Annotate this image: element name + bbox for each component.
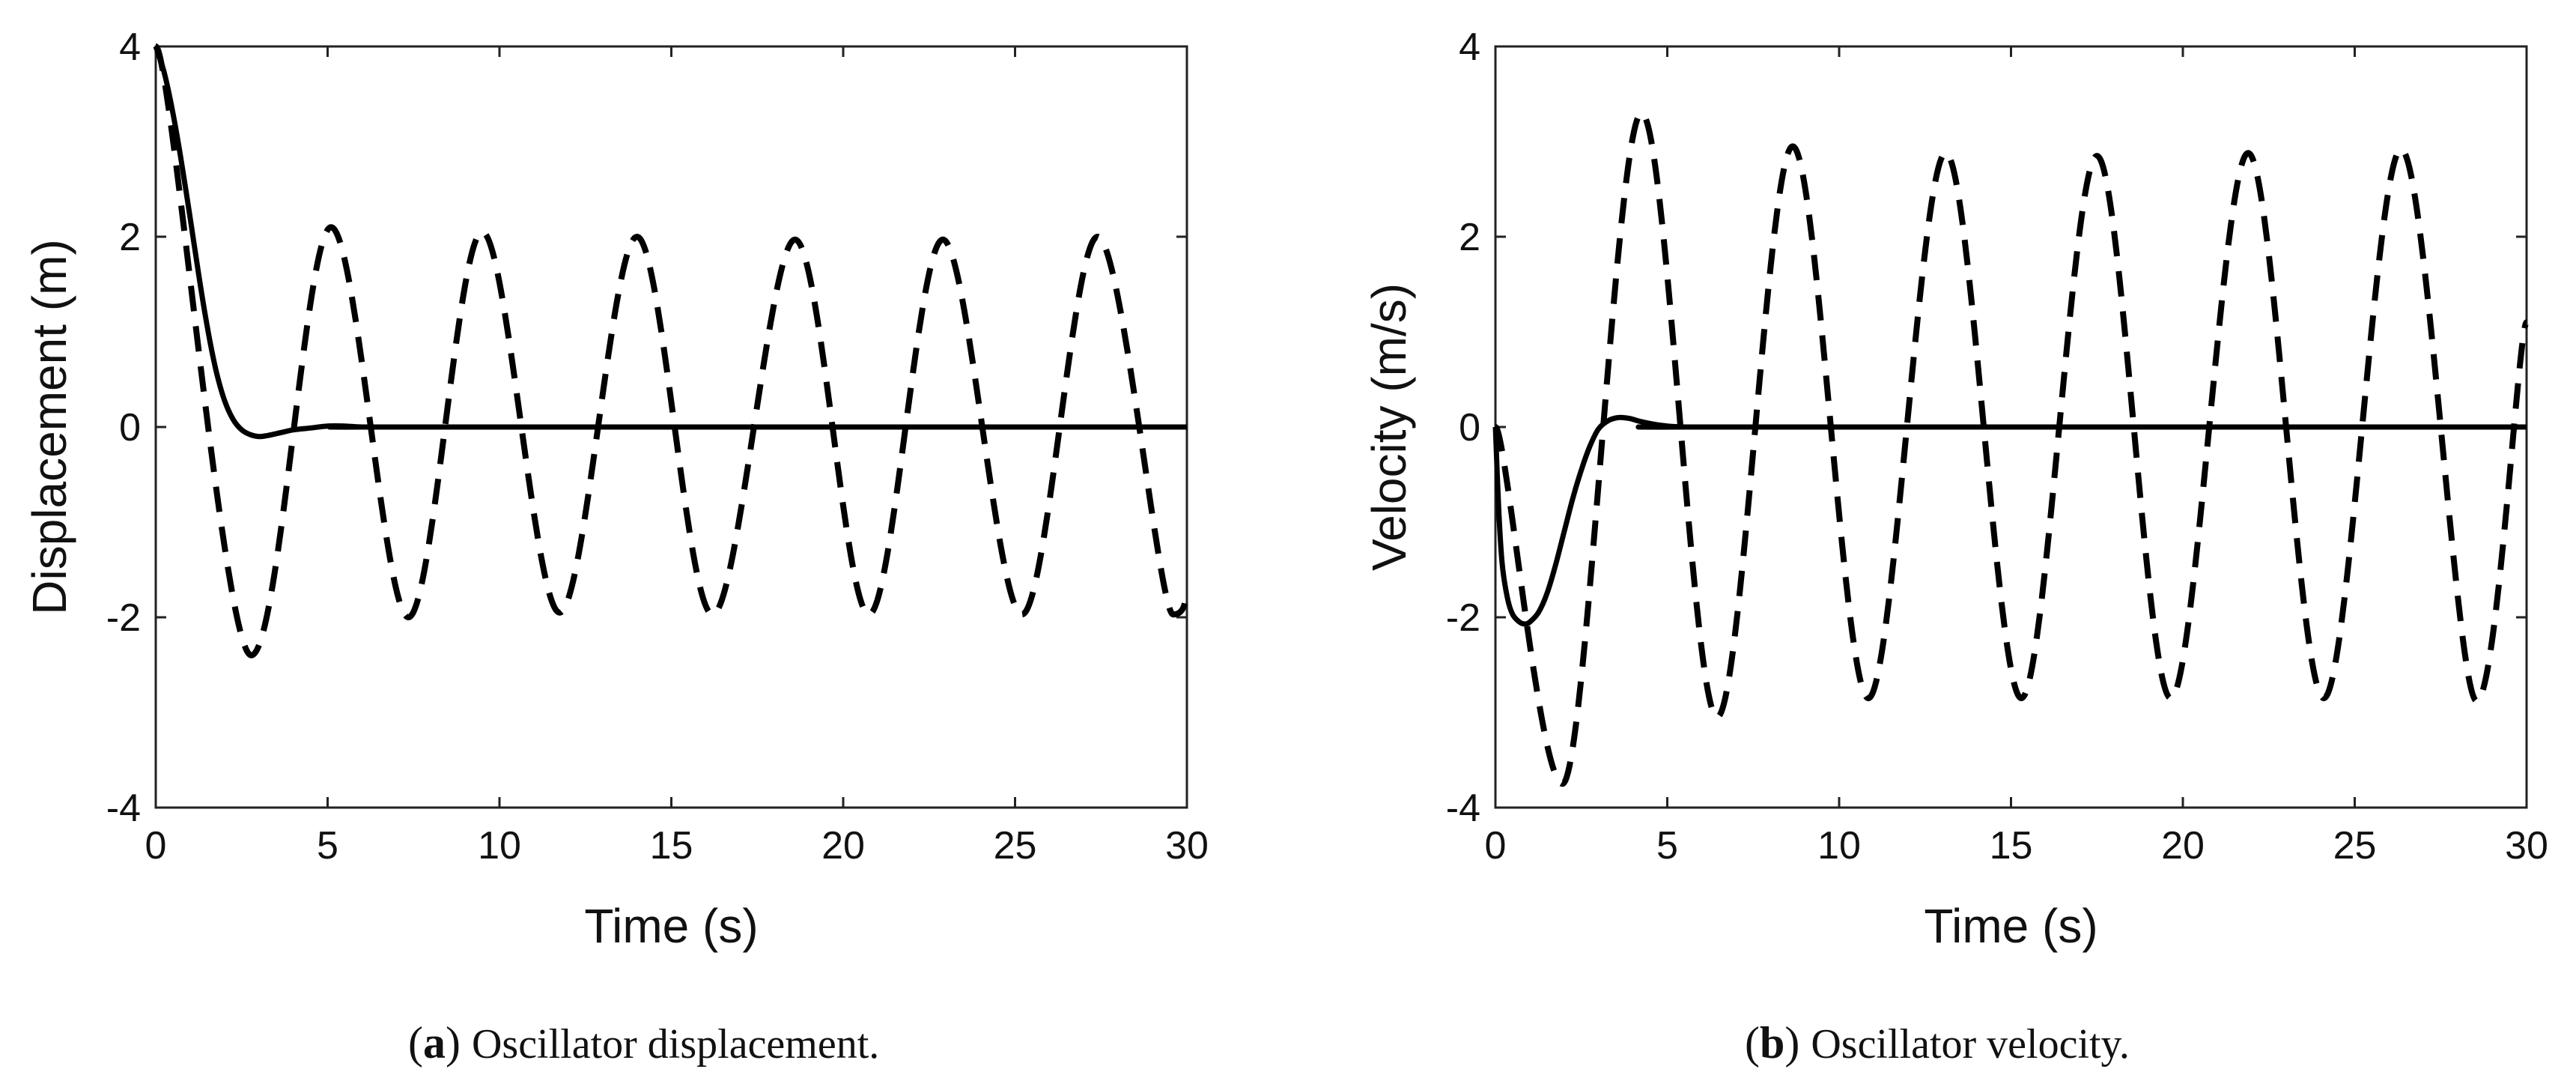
panel-b-series	[1492, 109, 2530, 787]
panel-a-x-tick-label: 5	[317, 824, 338, 868]
panel-a-dashed-line	[153, 43, 1190, 658]
panel-a-caption-letter: a	[423, 1018, 446, 1068]
panel-a-x-axis-label: Time (s)	[584, 899, 758, 953]
panel-a-caption-text: Oscillator displacement.	[472, 1021, 879, 1068]
panel-a-x-tick-label: 20	[821, 824, 865, 868]
panel-b-y-axis-label: Velocity (m/s)	[1362, 283, 1416, 571]
panel-b-x-tick-label: 15	[1990, 824, 2033, 868]
panel-b-y-tick-label: 4	[1459, 25, 1480, 69]
panel-a-series	[153, 43, 1190, 658]
panel-b-caption-letter: b	[1760, 1018, 1784, 1068]
panel-a-displacement-chart: 0 5 10 15 20 25 30 -4 -2 0 2 4 Time (s) Displacemen…	[22, 25, 1209, 1068]
panel-b-y-tick-label: -4	[1446, 787, 1480, 830]
panel-a-y-tick-label: -4	[106, 787, 141, 830]
panel-b-y-tick-label: 0	[1459, 406, 1480, 449]
panel-b-x-tick-label: 30	[2505, 824, 2548, 868]
panel-b-ticks: 0 5 10 15 20 25 30 -4 -2 0 2 4	[1446, 25, 2548, 868]
panel-a-y-tick-label: -2	[106, 596, 141, 640]
panel-a-x-tick-label: 25	[994, 824, 1037, 868]
panel-b-caption: (b) Oscillator velocity.	[1745, 1018, 2130, 1068]
panel-a-y-tick-label: 2	[119, 216, 141, 259]
panel-b-caption-paren-open: (	[1745, 1018, 1760, 1068]
panel-a-caption-paren-open: (	[408, 1018, 423, 1068]
panel-b-caption-text: Oscillator velocity.	[1811, 1021, 2130, 1068]
panel-b-y-tick-label: -2	[1446, 596, 1480, 640]
panel-b-x-tick-label: 5	[1656, 824, 1678, 868]
panel-b-x-tick-label: 10	[1817, 824, 1861, 868]
panel-b-x-tick-label: 20	[2161, 824, 2205, 868]
panel-a-x-tick-label: 15	[650, 824, 693, 868]
panel-a-ticks: 0 5 10 15 20 25 30 -4 -2 0 2 4	[106, 25, 1209, 868]
panel-b-solid-line	[1492, 414, 2527, 627]
panel-b-velocity-chart: 0 5 10 15 20 25 30 -4 -2 0 2 4 Time (s) Velocity (m…	[1362, 25, 2548, 1068]
panel-b-caption-paren-close: )	[1784, 1018, 1811, 1068]
panel-a-y-axis-label: Displacement (m)	[22, 239, 76, 614]
panel-a-caption-paren-close: )	[446, 1018, 472, 1068]
panel-a-caption: (a) Oscillator displacement.	[408, 1018, 879, 1068]
panel-b-dashed-line	[1492, 109, 2530, 787]
panel-a-y-tick-label: 4	[119, 25, 141, 69]
panel-b-y-tick-label: 2	[1459, 216, 1480, 259]
panel-b-x-tick-label: 25	[2333, 824, 2377, 868]
panel-a-x-tick-label: 10	[478, 824, 521, 868]
panel-b-x-tick-label: 0	[1485, 824, 1507, 868]
panel-a-x-tick-label: 0	[145, 824, 167, 868]
panel-a-x-tick-label: 30	[1165, 824, 1209, 868]
panel-b-x-axis-label: Time (s)	[1924, 899, 2097, 953]
panel-a-solid-line	[153, 45, 1187, 440]
panel-a-y-tick-label: 0	[119, 406, 141, 449]
